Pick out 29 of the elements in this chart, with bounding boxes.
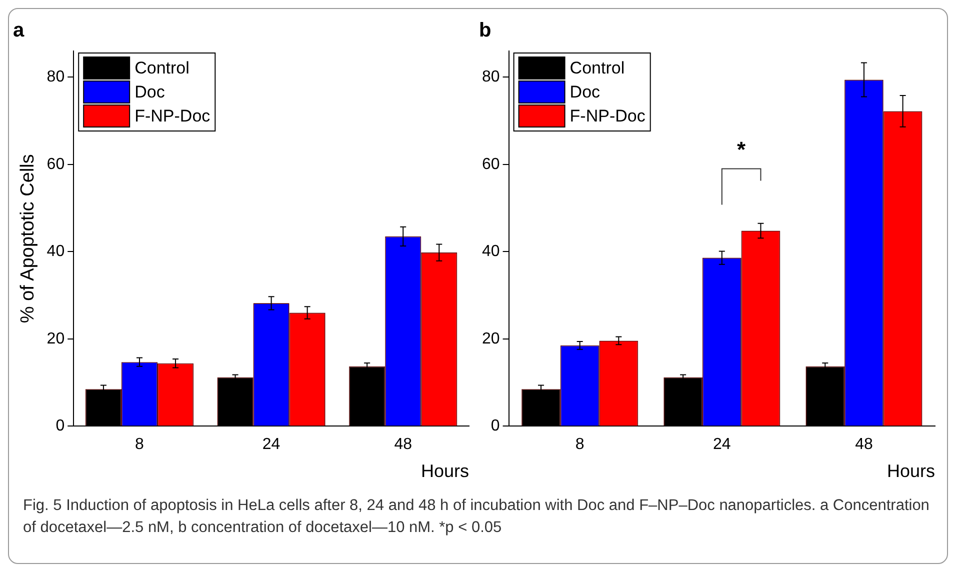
y-tick-label: 40 xyxy=(46,243,65,260)
y-tick-label: 40 xyxy=(482,243,500,260)
legend-label: F-NP-Doc xyxy=(570,106,646,126)
x-axis-title: Hours xyxy=(886,461,935,482)
y-tick-label: 60 xyxy=(46,156,65,173)
x-tick-label: 24 xyxy=(262,436,280,454)
y-tick-label: 0 xyxy=(56,418,65,435)
y-axis-title: % of Apoptotic Cells xyxy=(18,154,39,324)
x-axis-title: Hours xyxy=(420,461,469,482)
legend-label: Doc xyxy=(570,82,601,102)
legend-label: Doc xyxy=(134,82,166,102)
x-tick-label: 24 xyxy=(713,436,731,454)
y-tick-label: 80 xyxy=(46,68,65,86)
caption: Fig. 5 Induction of apoptosis in HeLa cells after 8, 24 and 48 h of incubation with Doc and F–NP–Doc nanoparticles. a Concentration of docetaxel—2.5 nM, b concentration of docetaxel—10 nM. *p < 0.05 xyxy=(22,496,930,538)
annotation: * xyxy=(737,136,746,162)
legend-label: Control xyxy=(570,58,625,78)
legend-label: F-NP-Doc xyxy=(134,106,211,126)
y-tick-label: 0 xyxy=(490,418,500,435)
chart-title: a xyxy=(13,20,25,42)
x-tick-label: 8 xyxy=(135,436,144,454)
y-tick-label: 20 xyxy=(46,330,65,348)
chart-title: b xyxy=(479,20,492,42)
x-tick-label: 48 xyxy=(394,436,412,454)
y-tick-label: 60 xyxy=(482,156,500,173)
x-tick-label: 8 xyxy=(575,436,584,454)
y-tick-label: 20 xyxy=(482,330,500,348)
y-tick-label: 80 xyxy=(482,68,500,86)
legend-label: Control xyxy=(134,58,190,78)
x-tick-label: 48 xyxy=(855,436,873,454)
